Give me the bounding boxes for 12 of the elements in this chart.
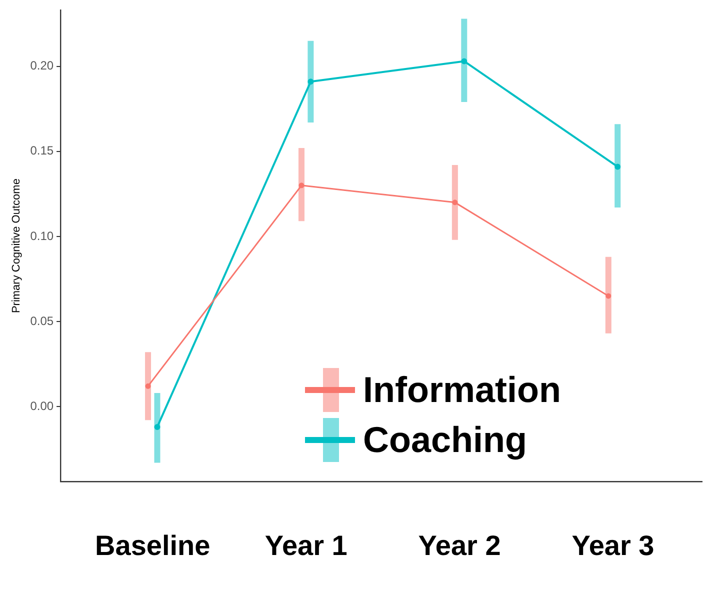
y-tick-label: 0.00 — [30, 398, 54, 413]
legend-label: Coaching — [363, 419, 528, 461]
y-tick-label: 0.05 — [30, 314, 54, 328]
y-tick-label: 0.15 — [30, 144, 54, 158]
y-tick-label: 0.20 — [30, 58, 54, 73]
x-tick-label: Year 1 — [264, 530, 348, 561]
y-axis-title: Primary Cognitive Outcome — [10, 178, 23, 314]
legend-label: Information — [363, 369, 561, 411]
x-tick-label: Year 3 — [572, 530, 654, 561]
x-tick-label: Baseline — [95, 530, 210, 561]
y-tick-label: 0.10 — [30, 228, 54, 243]
x-tick-label: Year 2 — [418, 530, 501, 561]
